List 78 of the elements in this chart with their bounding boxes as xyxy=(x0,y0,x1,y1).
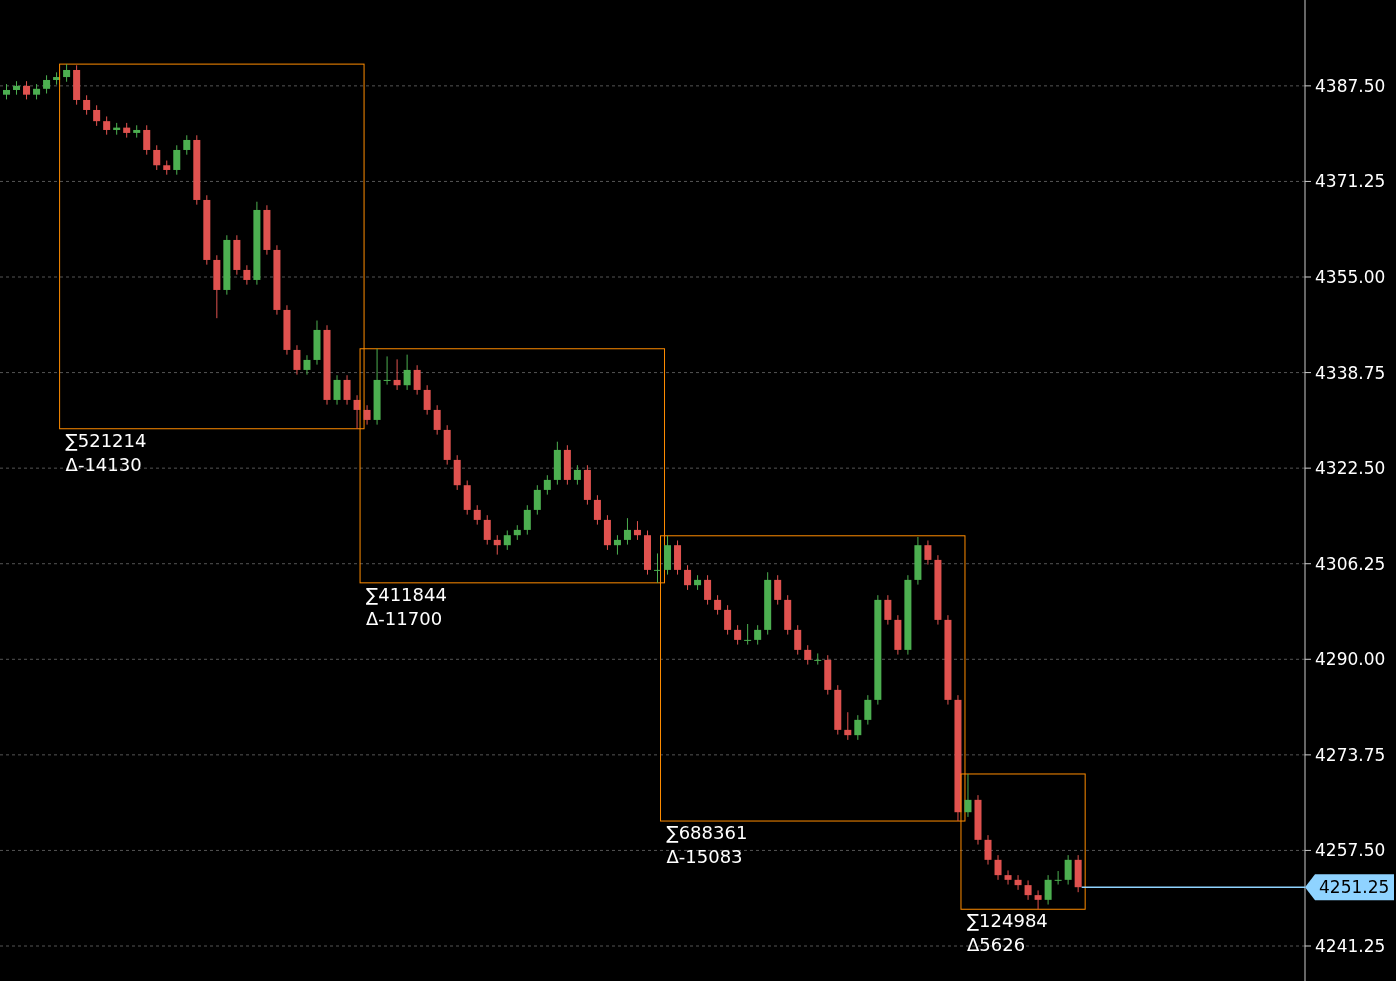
candlestick xyxy=(183,134,191,156)
candlestick xyxy=(1004,869,1012,886)
y-tick-label: 4273.75 xyxy=(1315,744,1386,765)
candlestick xyxy=(704,574,712,606)
candlestick xyxy=(153,144,161,171)
candlestick xyxy=(83,94,91,116)
candlestick xyxy=(533,484,541,516)
annotation: ∑688361 xyxy=(666,822,748,844)
candlestick xyxy=(333,374,341,406)
candlestick xyxy=(714,594,722,616)
candlestick xyxy=(573,464,581,486)
candlestick xyxy=(43,74,51,95)
y-tick-label: 4290.00 xyxy=(1315,649,1386,670)
candlestick xyxy=(814,652,822,666)
candlestick xyxy=(794,624,802,656)
candlestick xyxy=(423,384,431,416)
candlestick xyxy=(523,504,531,536)
candlestick xyxy=(804,644,812,666)
candlestick xyxy=(734,624,742,646)
candlestick xyxy=(493,534,501,556)
candlestick xyxy=(93,104,101,127)
candlestick xyxy=(293,344,301,376)
candlestick xyxy=(724,604,732,636)
annotation: ∑521214 xyxy=(65,429,147,451)
annotation: ∑124984 xyxy=(966,910,1048,932)
candlestick xyxy=(633,520,641,541)
candlestick xyxy=(343,374,351,406)
candlestick xyxy=(403,354,411,391)
candlestick xyxy=(243,264,251,286)
candlestick xyxy=(613,534,621,556)
y-tick-label: 4306.25 xyxy=(1315,553,1386,574)
annotation: ∑411844 xyxy=(366,583,447,605)
annotation: Δ-11700 xyxy=(366,607,443,629)
candlestick xyxy=(744,623,752,646)
candlestick xyxy=(854,714,862,741)
y-tick-label: 4257.50 xyxy=(1315,840,1386,861)
candlestick xyxy=(864,694,872,726)
y-tick-label: 4371.25 xyxy=(1315,171,1386,192)
candlestick xyxy=(1044,874,1052,906)
candlestick xyxy=(754,624,762,646)
candlestick xyxy=(593,494,601,526)
annotation: Δ-14130 xyxy=(65,453,142,475)
candlestick xyxy=(383,355,391,386)
candlestick xyxy=(623,517,631,546)
y-tick-label: 4322.50 xyxy=(1315,458,1386,479)
candlestick xyxy=(503,529,511,551)
candlestick xyxy=(964,773,972,818)
candlestick xyxy=(1024,879,1032,901)
candlestick xyxy=(884,594,892,626)
candlestick xyxy=(303,354,311,376)
candlestick xyxy=(1054,870,1062,886)
candlestick xyxy=(924,539,932,566)
y-tick-label: 4338.75 xyxy=(1315,362,1386,383)
candlestick xyxy=(984,834,992,866)
candlestick xyxy=(23,80,31,100)
candlestick xyxy=(994,854,1002,881)
candlestick xyxy=(1014,874,1022,891)
y-tick-label: 4355.00 xyxy=(1315,266,1386,287)
y-tick-label: 4387.50 xyxy=(1315,75,1386,96)
candlestick xyxy=(1064,854,1072,886)
candlestick xyxy=(684,564,692,591)
candlestick xyxy=(413,364,421,396)
candlestick xyxy=(774,574,782,606)
candlestick xyxy=(393,358,401,391)
candlestick xyxy=(143,124,151,156)
candlestick xyxy=(844,711,852,741)
annotation: Δ5626 xyxy=(966,934,1026,956)
candlestick xyxy=(173,144,181,176)
candlestick xyxy=(473,504,481,526)
candlestick xyxy=(363,404,371,426)
candlestick xyxy=(543,474,551,496)
y-tick-label: 4241.25 xyxy=(1315,935,1386,956)
candlestick xyxy=(433,404,441,436)
annotation: Δ-15083 xyxy=(666,846,743,868)
candlestick xyxy=(483,514,491,546)
ref-line-label: 4251.25 xyxy=(1319,877,1390,898)
candlestick xyxy=(1034,889,1042,910)
candlestick xyxy=(103,115,111,136)
